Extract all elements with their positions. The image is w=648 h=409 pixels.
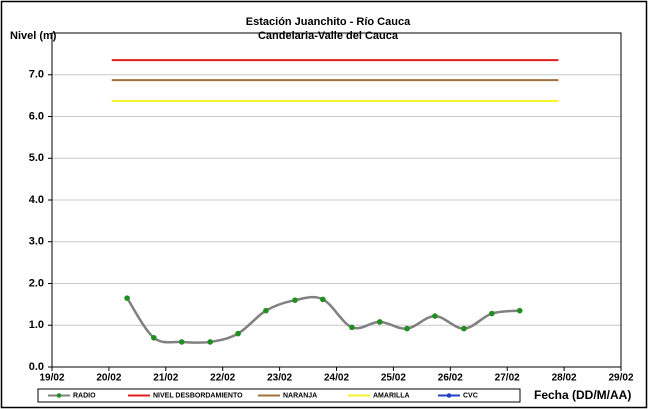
chart-title: Estación Juanchito - Río Cauca bbox=[246, 16, 411, 28]
y-tick-label: 1.0 bbox=[29, 319, 44, 331]
x-axis-label: Fecha (DD/M/AA) bbox=[534, 388, 631, 402]
legend-label: CVC bbox=[463, 392, 478, 399]
legend-label: NIVEL DESBORDAMIENTO bbox=[153, 392, 243, 399]
point bbox=[151, 334, 157, 341]
legend-marker bbox=[56, 393, 62, 398]
x-tick-label: 26/02 bbox=[438, 373, 463, 384]
x-tick-label: 29/02 bbox=[608, 373, 633, 384]
point bbox=[376, 319, 383, 325]
y-tick-label: 6.0 bbox=[29, 110, 44, 122]
x-tick-label: 22/02 bbox=[210, 373, 235, 384]
point bbox=[235, 330, 241, 337]
x-tick-label: 25/02 bbox=[381, 373, 406, 384]
x-tick-label: 19/02 bbox=[39, 373, 64, 384]
point bbox=[207, 339, 213, 345]
y-tick-label: 2.0 bbox=[29, 277, 44, 289]
x-tick-label: 21/02 bbox=[153, 373, 178, 384]
y-tick-label: 0.0 bbox=[29, 361, 44, 373]
chart-subtitle: Candelaria-Valle del Cauca bbox=[258, 30, 399, 42]
point bbox=[404, 325, 410, 332]
point bbox=[320, 296, 326, 303]
x-tick-label: 24/02 bbox=[324, 373, 349, 384]
y-tick-label: 3.0 bbox=[29, 236, 44, 248]
point bbox=[461, 325, 467, 332]
point bbox=[516, 307, 523, 314]
point bbox=[292, 297, 298, 304]
point bbox=[432, 313, 438, 319]
y-tick-label: 7.0 bbox=[29, 69, 44, 81]
legend-label: NARANJA bbox=[283, 392, 317, 399]
legend-label: RADIO bbox=[73, 392, 96, 399]
point bbox=[124, 295, 130, 301]
x-tick-label: 20/02 bbox=[96, 373, 121, 384]
point bbox=[349, 324, 355, 331]
y-tick-label: 5.0 bbox=[29, 152, 44, 164]
y-tick-label: 4.0 bbox=[29, 194, 44, 206]
x-tick-label: 27/02 bbox=[495, 373, 520, 384]
y-axis-label: Nivel (m) bbox=[10, 30, 57, 42]
point bbox=[178, 339, 185, 345]
x-tick-label: 23/02 bbox=[267, 373, 292, 384]
legend-label: AMARILLA bbox=[373, 392, 410, 399]
legend-marker bbox=[446, 393, 452, 398]
point bbox=[489, 310, 495, 317]
x-tick-label: 28/02 bbox=[552, 373, 577, 384]
point bbox=[263, 307, 269, 314]
